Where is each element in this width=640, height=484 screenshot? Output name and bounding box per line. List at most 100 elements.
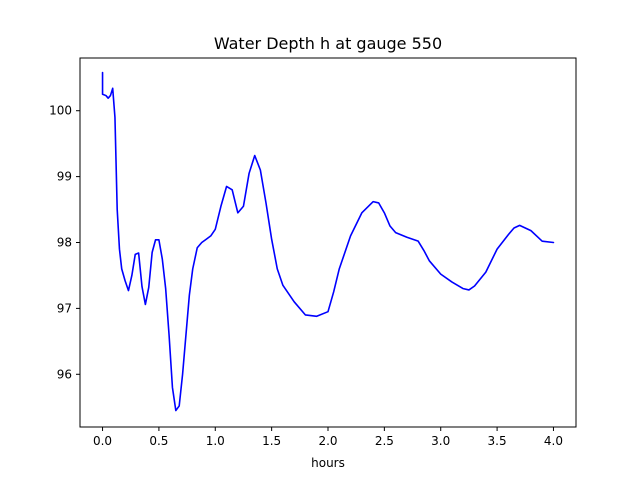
data-point [185,334,186,335]
data-point [128,290,129,291]
data-point [265,202,266,203]
data-point [378,202,379,203]
data-point [243,206,244,207]
data-point [339,268,340,269]
data-point [108,98,109,99]
x-tick-label: 1.0 [206,434,225,448]
data-point [189,295,190,296]
data-point [429,260,430,261]
data-point [384,212,385,213]
data-point [271,239,272,240]
data-point [201,242,202,243]
data-point [463,288,464,289]
data-point [155,239,156,240]
y-tick-label: 98 [57,236,72,250]
data-point [350,235,351,236]
data-point [496,248,497,249]
data-point [162,258,163,259]
data-point [148,287,149,288]
data-point [110,95,111,96]
x-tick-label: 3.0 [431,434,450,448]
data-point [168,334,169,335]
x-tick-label: 0.5 [149,434,168,448]
chart-title: Water Depth h at gauge 550 [214,34,442,53]
x-tick-label: 1.5 [262,434,281,448]
data-point [260,169,261,170]
data-point [131,275,132,276]
data-point [361,212,362,213]
data-point [395,232,396,233]
data-point [316,316,317,317]
data-point [423,250,424,251]
data-point [372,201,373,202]
data-point [172,387,173,388]
data-point [254,155,255,156]
data-point [389,225,390,226]
data-point [282,285,283,286]
data-point [102,72,103,73]
data-point [206,239,207,240]
data-point [226,186,227,187]
y-tick-label: 96 [57,367,72,381]
data-point [121,268,122,269]
x-tick-label: 2.0 [318,434,337,448]
x-tick-label: 2.5 [375,434,394,448]
data-point [553,242,554,243]
y-tick-label: 99 [57,170,72,184]
series-line [101,71,555,412]
data-point [175,410,176,411]
x-axis-label: hours [311,456,345,470]
data-point [165,288,166,289]
data-point [232,189,233,190]
data-point [119,248,120,249]
data-point [210,235,211,236]
data-point [474,285,475,286]
data-point [182,374,183,375]
data-point [519,225,520,226]
data-point [105,95,106,96]
data-point [406,237,407,238]
data-point [135,254,136,255]
data-point [220,206,221,207]
y-tick-label: 97 [57,301,72,315]
data-point [327,311,328,312]
y-tick-label: 100 [49,104,72,118]
data-point [215,229,216,230]
data-point [542,241,543,242]
data-point [277,268,278,269]
data-point [192,268,193,269]
data-point [451,281,452,282]
data-point [237,212,238,213]
x-tick-label: 4.0 [544,434,563,448]
plot-area [101,71,555,412]
data-point [508,234,509,235]
data-point [102,84,103,85]
data-point [152,252,153,253]
data-point [418,241,419,242]
data-point [468,289,469,290]
data-point [305,314,306,315]
data-point [138,252,139,253]
data-point [141,286,142,287]
data-point [248,173,249,174]
data-point [179,405,180,406]
x-tick-label: 3.5 [488,434,507,448]
data-point [124,280,125,281]
data-point [197,247,198,248]
data-point [294,301,295,302]
data-point [530,230,531,231]
data-point [440,274,441,275]
data-point [112,88,113,89]
data-point [145,304,146,305]
data-point [114,117,115,118]
data-point [485,272,486,273]
data-point [117,209,118,210]
data-point [158,239,159,240]
data-point [102,94,103,95]
data-point [333,291,334,292]
x-tick-label: 0.0 [93,434,112,448]
data-point [513,227,514,228]
